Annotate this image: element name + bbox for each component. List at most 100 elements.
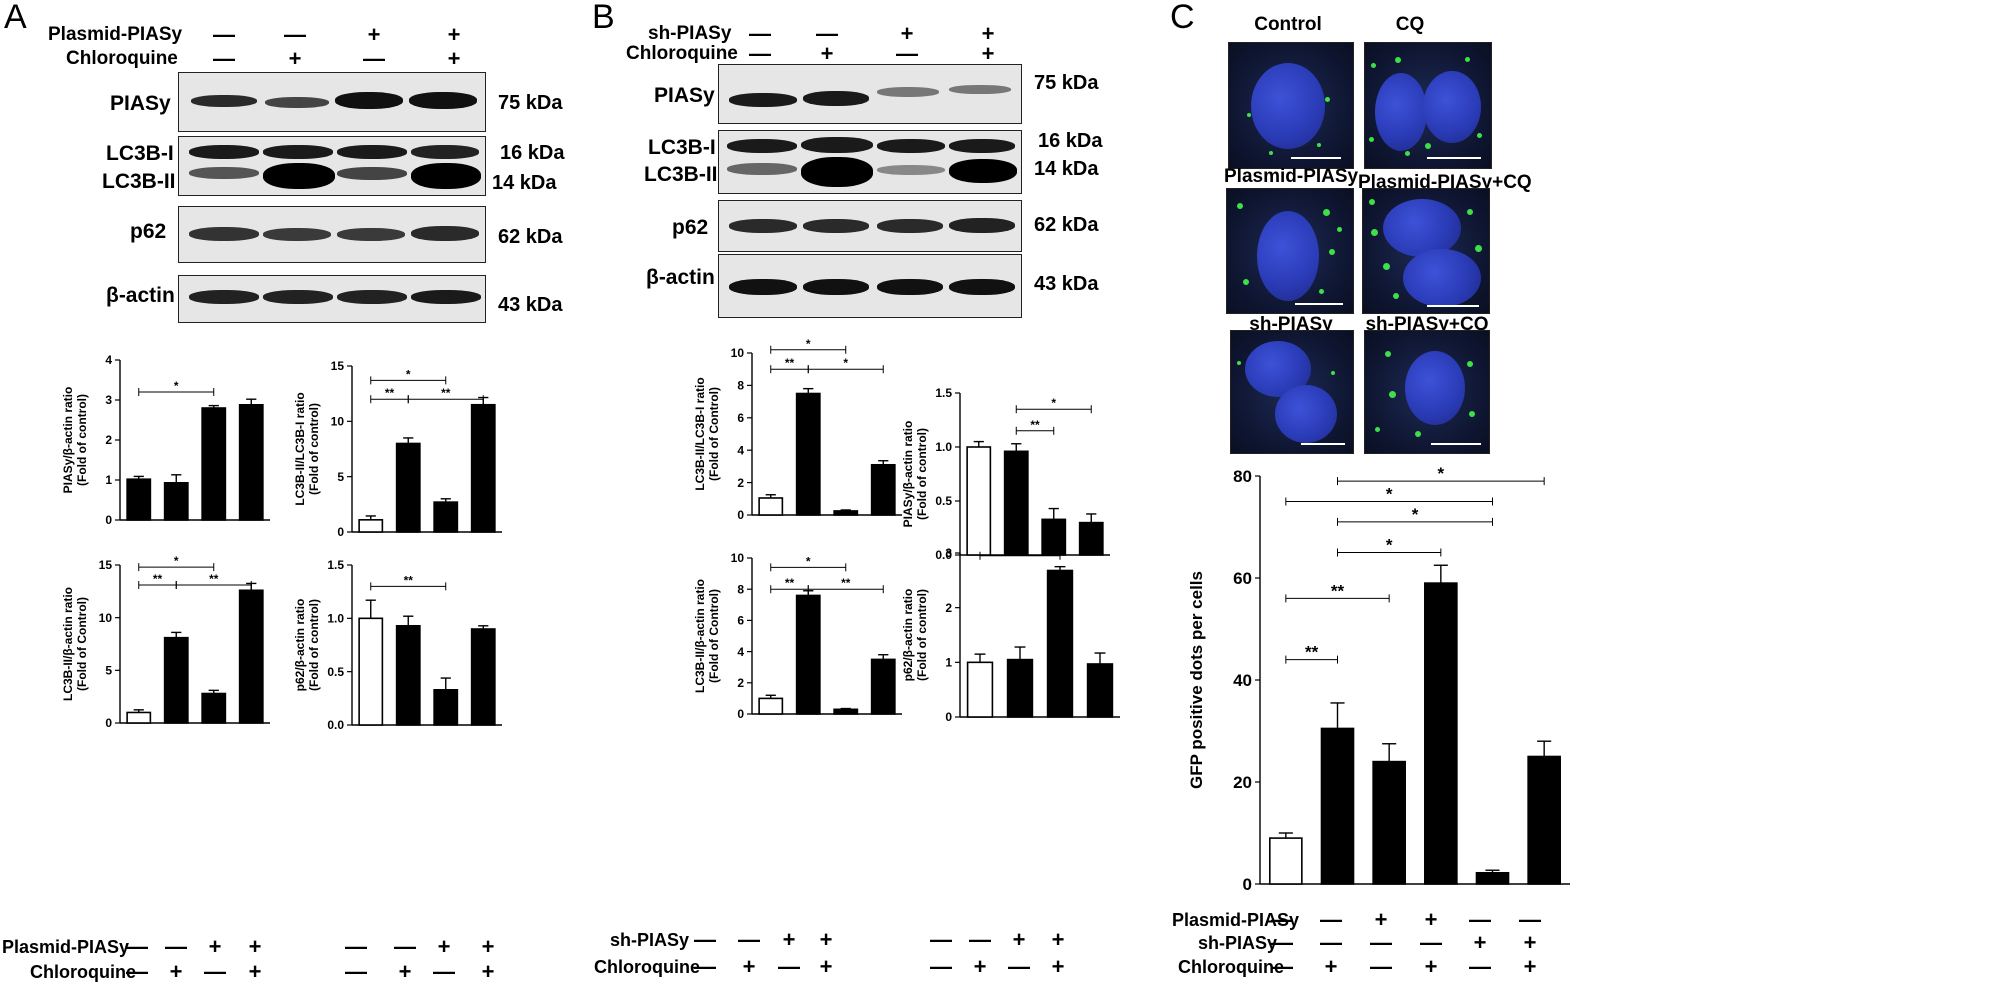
significance-label: ** [785,356,795,370]
y-tick-label: 0 [105,513,112,527]
band [337,290,407,304]
c-footer-sh-label: sh-PIASy [1198,933,1278,953]
scale-bar [1301,443,1345,445]
gfp-dot [1371,63,1376,68]
band [877,87,939,97]
b-header-sh-sign-1: — [749,21,771,46]
band [803,219,869,233]
chart-b-lc3bii-actin: 0 2 4 6 8 10 LC3B-II/β-actin ratio (Fold of Con… [693,551,902,721]
significance-label: * [1412,505,1419,524]
band [263,145,333,159]
y-tick-label: 0.5 [935,494,952,508]
gfp-dot [1243,279,1249,285]
c-image-plasmid [1226,188,1354,314]
gfp-dot [1247,113,1251,117]
significance-label: * [806,337,811,351]
band [189,145,259,159]
gfp-dot [1465,57,1470,62]
a-footer2-cq-sign-3: — [433,959,455,984]
a-blot-kda-actin: 43 kDa [498,294,563,316]
y-tick-label: 0 [105,716,112,730]
bar [238,589,264,724]
significance-label: * [1051,396,1056,410]
y-axis-label: PIASy/β-actin ratio [901,421,915,528]
bar [433,501,459,533]
y-tick-label: 1 [105,473,112,487]
significance-label: ** [441,386,451,400]
bar [433,689,459,726]
c-footer-cq-label: Chloroquine [1178,957,1284,977]
gfp-dot [1467,361,1473,367]
y-axis-label: (Fold of Control) [707,589,721,683]
band [801,157,873,187]
y-tick-label: 0.0 [327,718,344,732]
y-tick-label: 0 [737,508,744,522]
b-footer2-cq-sign-1: — [930,954,952,979]
gfp-dot [1405,151,1410,156]
gfp-dot [1467,209,1473,215]
y-tick-label: 0 [945,710,952,724]
gfp-dot [1395,57,1401,63]
nucleus [1375,73,1427,151]
band [877,165,945,175]
y-tick-label: 2 [737,676,744,690]
scale-bar [1291,157,1341,159]
band [263,228,331,241]
a-blot-label-actin: β-actin [106,284,175,307]
a-blot-p62 [178,206,486,263]
band [189,290,259,304]
b-blot-actin [718,254,1022,318]
bar [1086,663,1114,718]
y-axis-label: LC3B-II/LC3B-I ratio [293,392,307,505]
panel-letter-a: A [4,0,27,36]
a-footer2-cq-sign-1: — [345,959,367,984]
a-footer-cq-label: Chloroquine [30,962,136,982]
y-tick-label: 1.0 [935,440,952,454]
a-header-cq-sign-3: — [363,46,385,71]
b-footer-sh-sign-2: — [738,927,760,952]
gfp-dot [1323,209,1330,216]
c-image-control [1228,42,1354,169]
a-header-plasmid-sign-1: — [213,22,235,47]
b-blot-piasy [718,64,1022,124]
significance-label: * [406,367,411,381]
bar [358,617,384,726]
gfp-dot [1375,427,1380,432]
c-caption-sh-cq: sh-PIASy+CQ [1365,314,1489,335]
a-blot-kda-lc3bii: 14 kDa [492,172,557,194]
bar [1320,727,1355,885]
bar [1527,755,1561,885]
b-header-sh-label: sh-PIASy [648,23,732,44]
band [949,159,1017,183]
a-footer-plasmid-sign-3: + [208,934,222,959]
y-tick-label: 15 [99,558,113,572]
significance-label: ** [385,386,395,400]
a-blot-label-lc3bi: LC3B-I [106,142,174,165]
b-blot-label-lc3bi: LC3B-I [648,136,716,159]
nucleus [1403,249,1481,307]
band [337,228,405,241]
band [411,226,479,241]
y-tick-label: 20 [1233,773,1252,792]
c-footer-cq-sign-4: + [1424,954,1438,979]
c-footer-cq-sign-2: + [1324,954,1338,979]
c-footer-cq-sign-1: — [1271,954,1293,979]
band [949,218,1015,233]
bar [966,446,992,556]
b-footer-cq-sign-1: — [694,954,716,979]
b-blot-kda-lc3bi: 16 kDa [1038,130,1103,152]
a-footer2-cq-sign-4: + [481,959,495,984]
a-header-cq-sign-1: — [213,46,235,71]
bar [395,442,421,533]
nucleus [1405,351,1465,425]
a-footer-cq-sign-4: + [248,959,262,984]
a-header-plasmid-sign-4: + [447,22,461,47]
significance-label: ** [209,572,219,586]
c-footer-plasmid-sign-2: — [1320,907,1342,932]
band [411,145,479,159]
bar [870,463,896,516]
chart-a-lc3b-ratio: 0 5 10 15 LC3B-II/LC3B-I ratio (Fold of contr… [293,359,502,539]
y-axis-label: LC3B-II/β-actin ratio [61,587,75,701]
gfp-dot [1469,411,1475,417]
